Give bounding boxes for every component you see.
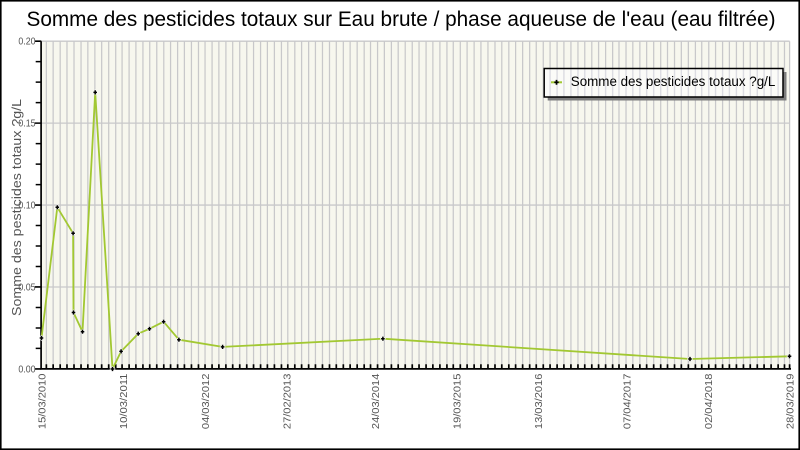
svg-text:13/03/2016: 13/03/2016 [534, 373, 545, 429]
svg-text:Somme des pesticides totaux su: Somme des pesticides totaux sur Eau brut… [27, 6, 776, 31]
svg-text:04/03/2012: 04/03/2012 [201, 373, 212, 429]
svg-text:0.10: 0.10 [18, 201, 36, 212]
svg-text:27/02/2013: 27/02/2013 [282, 373, 293, 429]
svg-text:10/03/2011: 10/03/2011 [119, 373, 130, 429]
svg-text:0.00: 0.00 [18, 364, 36, 375]
svg-text:24/03/2014: 24/03/2014 [371, 373, 382, 429]
svg-text:0.05: 0.05 [18, 282, 36, 293]
svg-text:Somme des pesticides totaux ?g: Somme des pesticides totaux ?g/L [571, 74, 776, 89]
svg-text:28/03/2019: 28/03/2019 [786, 373, 797, 429]
svg-text:0.15: 0.15 [18, 119, 36, 130]
svg-text:Somme des pesticides totaux ?g: Somme des pesticides totaux ?g/L [9, 99, 24, 316]
svg-text:15/03/2010: 15/03/2010 [38, 373, 49, 429]
svg-text:19/03/2015: 19/03/2015 [452, 373, 463, 429]
svg-text:02/04/2018: 02/04/2018 [704, 373, 715, 429]
svg-text:07/04/2017: 07/04/2017 [622, 373, 633, 429]
svg-text:0.20: 0.20 [18, 37, 36, 48]
